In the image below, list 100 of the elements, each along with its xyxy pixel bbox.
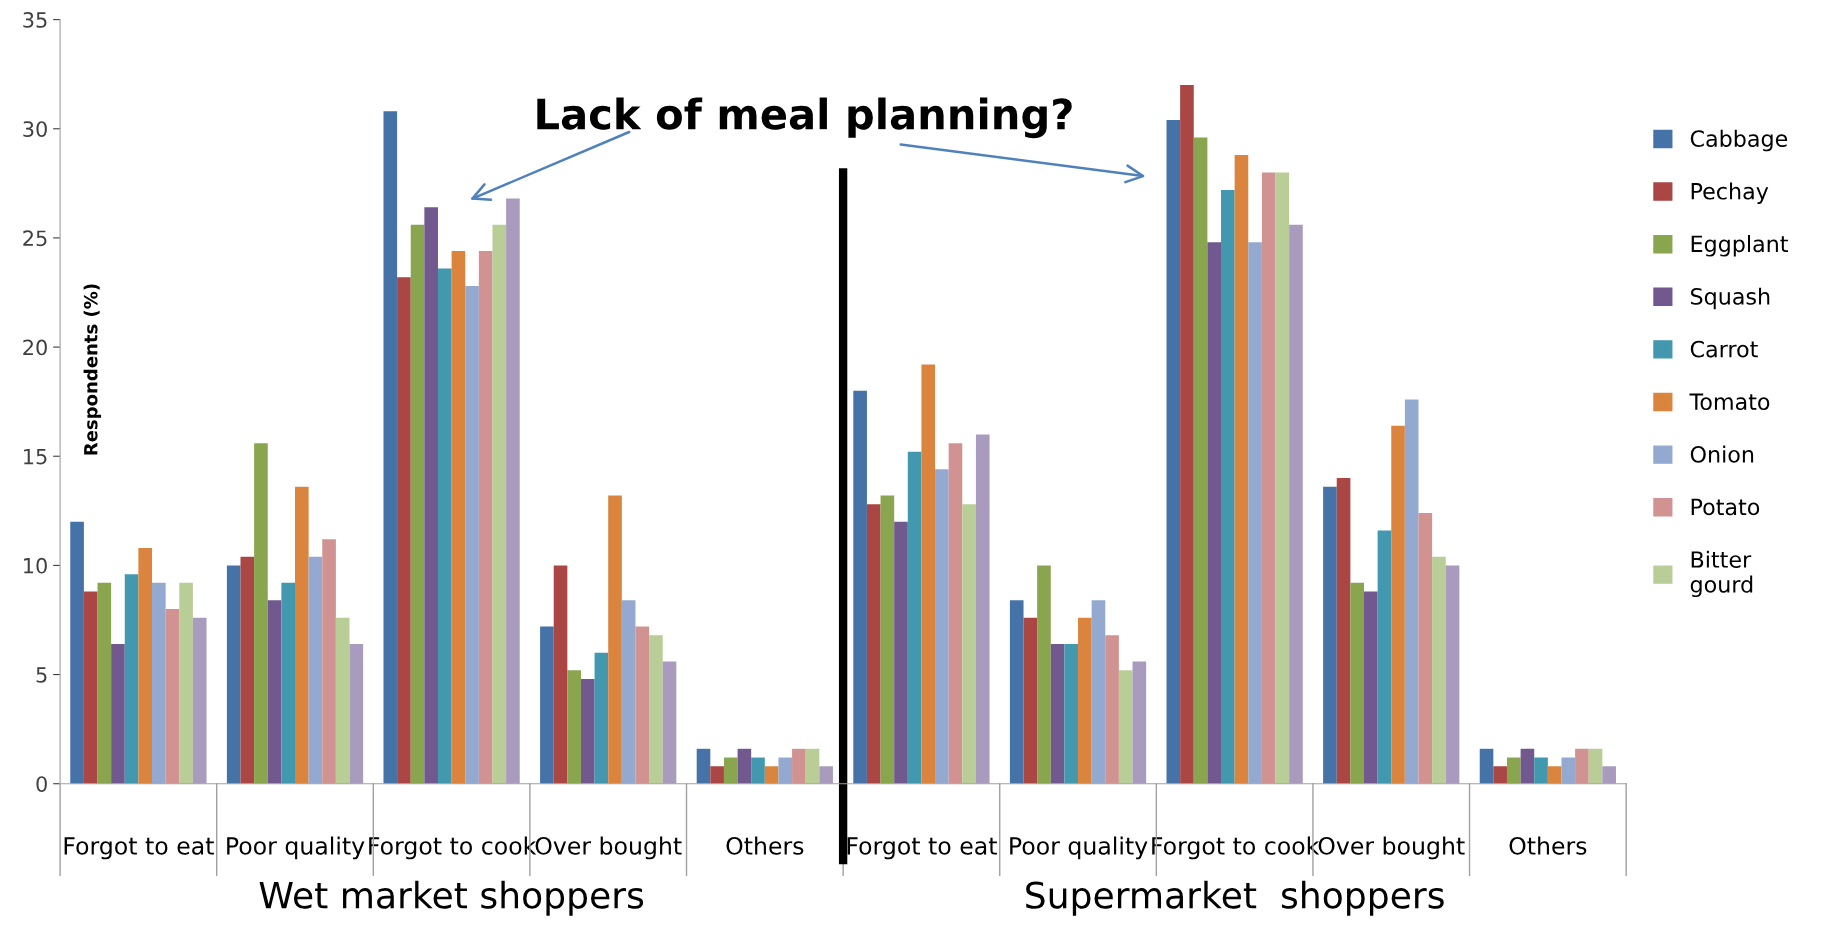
bar [594, 652, 609, 784]
legend-label: Bitter gourd [1690, 550, 1753, 598]
bar [1432, 556, 1446, 784]
bar [478, 251, 493, 784]
bar [1050, 643, 1065, 784]
bar [553, 565, 568, 784]
bar [1602, 766, 1616, 784]
bar [254, 443, 268, 784]
bar [465, 285, 479, 784]
bar [764, 766, 779, 784]
bar [792, 748, 806, 784]
y-tick-label: 15 [24, 448, 47, 465]
legend-label: Tomato [1689, 393, 1770, 411]
bar [921, 364, 936, 784]
bar [1363, 591, 1378, 784]
bar [1166, 120, 1181, 784]
bar [97, 582, 112, 784]
bar [935, 469, 949, 784]
bar [649, 635, 663, 784]
bar [1193, 137, 1208, 784]
x-tick-label: Forgot to eat [847, 837, 997, 860]
y-tick-label: 35 [23, 12, 47, 28]
bar [1391, 425, 1405, 784]
x-tick-label: Over bought [1318, 836, 1465, 860]
bar [962, 504, 976, 784]
y-axis-title: Respondents (%) [83, 284, 102, 455]
y-tick-label: 30 [23, 121, 47, 137]
bar [567, 670, 581, 784]
bar [580, 678, 595, 784]
legend-label: Cabbage [1690, 129, 1788, 152]
bar [1064, 643, 1079, 784]
legend-label: Carrot [1690, 340, 1758, 358]
bar [1248, 242, 1262, 784]
bar [1009, 600, 1024, 784]
bar [1118, 670, 1133, 784]
bar [1091, 600, 1106, 784]
text: Wet market shoppers [259, 880, 644, 916]
x-tick-label: Over bought [535, 836, 682, 860]
bar [240, 556, 255, 784]
bar [1234, 154, 1249, 784]
bar [410, 224, 425, 784]
bar [710, 766, 724, 784]
bar [322, 539, 336, 784]
bar [1506, 757, 1521, 784]
legend-label: Potato [1691, 498, 1760, 516]
y-tick-label: 0 [36, 776, 47, 792]
bar [281, 582, 295, 784]
bar [853, 390, 867, 784]
bar [1261, 172, 1276, 784]
bar [424, 207, 438, 784]
y-tick-label: 10 [24, 557, 47, 574]
x-tick-label: Forgot to eat [64, 837, 214, 860]
bar [83, 591, 98, 784]
bar [1493, 766, 1507, 784]
text: Supermarket shoppers [1026, 880, 1444, 916]
bar [1132, 661, 1147, 784]
bar [1534, 757, 1548, 784]
bar [1105, 635, 1119, 784]
y-tick-label: 25 [23, 230, 47, 247]
bar [635, 626, 650, 784]
legend-label: Pechay [1691, 182, 1769, 204]
bar [1023, 617, 1038, 784]
bar [70, 521, 84, 784]
bar [737, 748, 752, 784]
bar [1377, 530, 1392, 784]
bar [192, 617, 207, 784]
bar [1207, 242, 1222, 784]
bar [383, 111, 398, 784]
bar [540, 626, 554, 784]
bar [621, 600, 636, 784]
bar [1078, 617, 1092, 784]
bar [226, 565, 241, 784]
bar [124, 574, 139, 784]
bar [1323, 486, 1337, 784]
bar [437, 268, 452, 784]
bar [907, 451, 922, 784]
bar [267, 600, 282, 784]
bar [778, 757, 793, 784]
x-tick-label: Poor quality [227, 836, 365, 860]
bar [975, 434, 990, 784]
x-tick-label: Poor quality [1010, 836, 1148, 860]
bar [451, 251, 466, 784]
legend-label: Onion [1690, 445, 1754, 463]
annotation: Lack of meal planning? [537, 97, 1072, 139]
bar [696, 748, 711, 784]
legend-label: Squash [1691, 287, 1770, 310]
bar [608, 495, 622, 784]
bar [1547, 766, 1562, 784]
legend-label: Eggplant [1691, 235, 1788, 257]
bar [349, 643, 364, 784]
x-tick-label: Forgot to cook [369, 836, 537, 860]
bar [805, 748, 820, 784]
bar [397, 277, 411, 784]
bar [1520, 748, 1535, 784]
bar [492, 224, 507, 784]
bar [165, 609, 180, 784]
bar [1037, 565, 1051, 784]
bar [1479, 748, 1494, 784]
bar [880, 495, 895, 784]
bar [1221, 189, 1235, 784]
